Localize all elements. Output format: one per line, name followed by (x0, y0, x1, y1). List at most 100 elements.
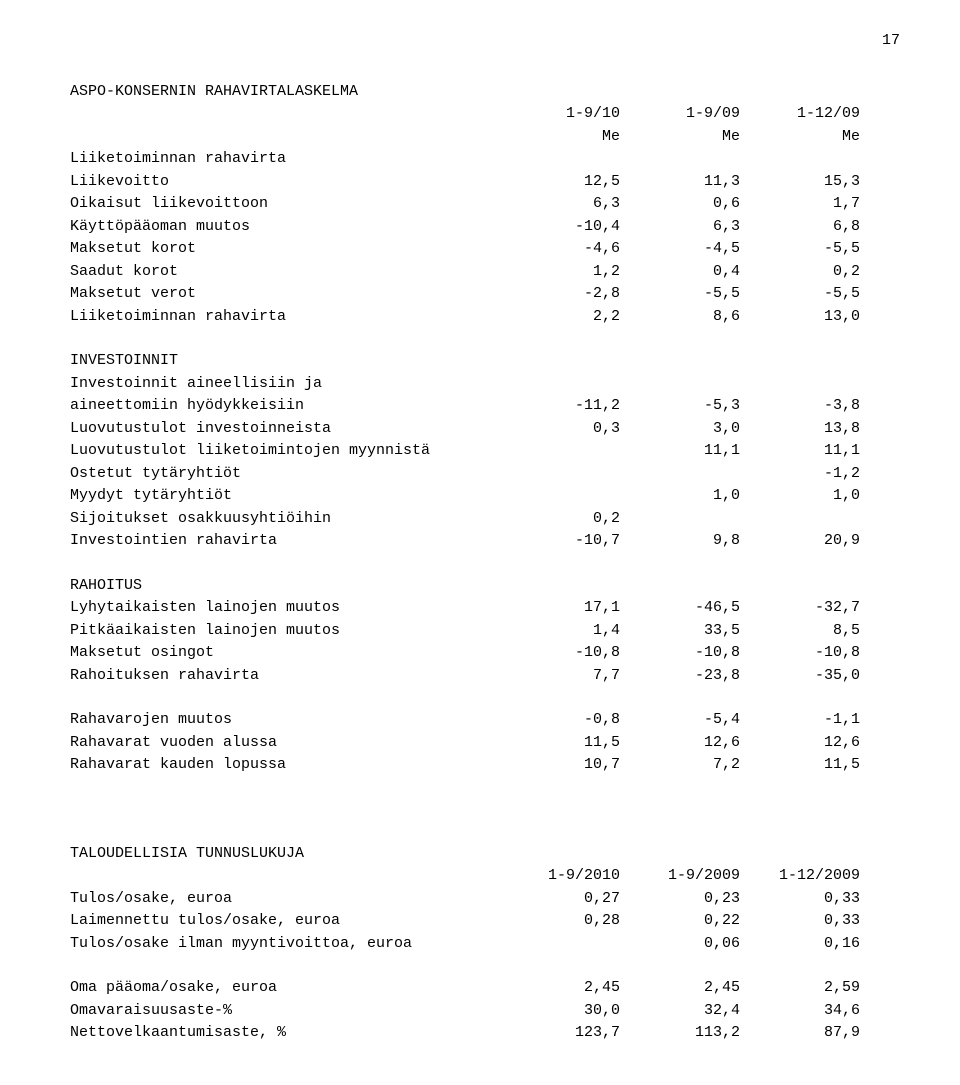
document-title: ASPO-KONSERNIN RAHAVIRTALASKELMA (70, 81, 500, 104)
period-header-row: 1-9/10 1-9/09 1-12/09 (70, 103, 900, 126)
cell: 12,6 (620, 732, 740, 755)
cell: -35,0 (740, 665, 860, 688)
cell: 8,6 (620, 306, 740, 329)
row-label: Tulos/osake, euroa (70, 888, 500, 911)
period-col-3: 1-12/09 (740, 103, 860, 126)
section-title: TALOUDELLISIA TUNNUSLUKUJA (70, 843, 500, 866)
row-label: Investointien rahavirta (70, 530, 500, 553)
data-row: Rahavarat vuoden alussa11,512,612,6 (70, 732, 900, 755)
row-label: Sijoitukset osakkuusyhtiöihin (70, 508, 500, 531)
blank-label (70, 126, 500, 149)
cell (500, 485, 620, 508)
data-row: Lyhytaikaisten lainojen muutos17,1-46,5-… (70, 597, 900, 620)
cell: -32,7 (740, 597, 860, 620)
cell: 0,33 (740, 910, 860, 933)
section-title-row: TALOUDELLISIA TUNNUSLUKUJA (70, 843, 900, 866)
data-row: Luovutustulot liiketoimintojen myynnistä… (70, 440, 900, 463)
data-row: Saadut korot1,20,40,2 (70, 261, 900, 284)
cell: -10,8 (500, 642, 620, 665)
section-title: INVESTOINNIT (70, 350, 500, 373)
cell: 11,5 (740, 754, 860, 777)
cell: -5,5 (740, 238, 860, 261)
data-row: Omavaraisuusaste-%30,032,434,6 (70, 1000, 900, 1023)
section-title-row: RAHOITUS (70, 575, 900, 598)
data-row: Oma pääoma/osake, euroa2,452,452,59 (70, 977, 900, 1000)
cell: 1,4 (500, 620, 620, 643)
cell (740, 508, 860, 531)
cell: 0,23 (620, 888, 740, 911)
row-label: Maksetut osingot (70, 642, 500, 665)
cell: 0,27 (500, 888, 620, 911)
cell: -10,8 (620, 642, 740, 665)
cell: -5,3 (620, 395, 740, 418)
cell: 7,7 (500, 665, 620, 688)
cell: 1,0 (620, 485, 740, 508)
blank-line (70, 821, 900, 843)
section-title: Liiketoiminnan rahavirta (70, 148, 500, 171)
blank-line (70, 799, 900, 821)
cell: -10,4 (500, 216, 620, 239)
cell: 87,9 (740, 1022, 860, 1045)
period-col-1: 1-9/2010 (500, 865, 620, 888)
cell: 12,6 (740, 732, 860, 755)
cell (500, 440, 620, 463)
cell: 10,7 (500, 754, 620, 777)
row-label: Maksetut verot (70, 283, 500, 306)
data-row: Käyttöpääoman muutos-10,46,36,8 (70, 216, 900, 239)
cell: -4,5 (620, 238, 740, 261)
data-row: Maksetut osingot-10,8-10,8-10,8 (70, 642, 900, 665)
row-label: Oma pääoma/osake, euroa (70, 977, 500, 1000)
cell: 15,3 (740, 171, 860, 194)
row-label: Investoinnit aineellisiin ja (70, 373, 500, 396)
wrapped-label-row: Investoinnit aineellisiin ja (70, 373, 900, 396)
data-row: Pitkäaikaisten lainojen muutos1,433,58,5 (70, 620, 900, 643)
cell: -23,8 (620, 665, 740, 688)
cell: 6,3 (500, 193, 620, 216)
cell: 0,2 (500, 508, 620, 531)
row-label: Liikevoitto (70, 171, 500, 194)
blank-line (70, 328, 900, 350)
row-label: Luovutustulot liiketoimintojen myynnistä (70, 440, 500, 463)
cell: 11,5 (500, 732, 620, 755)
cell (500, 463, 620, 486)
cell: 1,2 (500, 261, 620, 284)
cell: -46,5 (620, 597, 740, 620)
cell: -5,4 (620, 709, 740, 732)
data-row: Rahavarat kauden lopussa10,77,211,5 (70, 754, 900, 777)
row-label: aineettomiin hyödykkeisiin (70, 395, 500, 418)
unit-col-3: Me (740, 126, 860, 149)
cell: -0,8 (500, 709, 620, 732)
unit-col-2: Me (620, 126, 740, 149)
blank-line (70, 955, 900, 977)
row-label: Rahavarat kauden lopussa (70, 754, 500, 777)
cell: -11,2 (500, 395, 620, 418)
period-header-row: 1-9/2010 1-9/2009 1-12/2009 (70, 865, 900, 888)
cell: 6,3 (620, 216, 740, 239)
cell: 20,9 (740, 530, 860, 553)
section-title-row: INVESTOINNIT (70, 350, 900, 373)
period-col-3: 1-12/2009 (740, 865, 860, 888)
cell: 113,2 (620, 1022, 740, 1045)
data-row: Nettovelkaantumisaste, %123,7113,287,9 (70, 1022, 900, 1045)
cell: 13,0 (740, 306, 860, 329)
data-row: Liikevoitto12,511,315,3 (70, 171, 900, 194)
period-col-1: 1-9/10 (500, 103, 620, 126)
cell: -10,8 (740, 642, 860, 665)
section-title-row: Liiketoiminnan rahavirta (70, 148, 900, 171)
row-label: Luovutustulot investoinneista (70, 418, 500, 441)
row-label: Rahavarojen muutos (70, 709, 500, 732)
data-row: Investointien rahavirta-10,79,820,9 (70, 530, 900, 553)
cell: 0,16 (740, 933, 860, 956)
cell: 9,8 (620, 530, 740, 553)
cell: 1,7 (740, 193, 860, 216)
row-label: Tulos/osake ilman myyntivoittoa, euroa (70, 933, 500, 956)
cell: 12,5 (500, 171, 620, 194)
data-row: Rahavarojen muutos-0,8-5,4-1,1 (70, 709, 900, 732)
row-label: Maksetut korot (70, 238, 500, 261)
data-row: Maksetut verot-2,8-5,5-5,5 (70, 283, 900, 306)
page-number: 17 (70, 30, 900, 53)
cell: 0,06 (620, 933, 740, 956)
cell: 0,6 (620, 193, 740, 216)
row-label: Käyttöpääoman muutos (70, 216, 500, 239)
cell: 2,45 (620, 977, 740, 1000)
